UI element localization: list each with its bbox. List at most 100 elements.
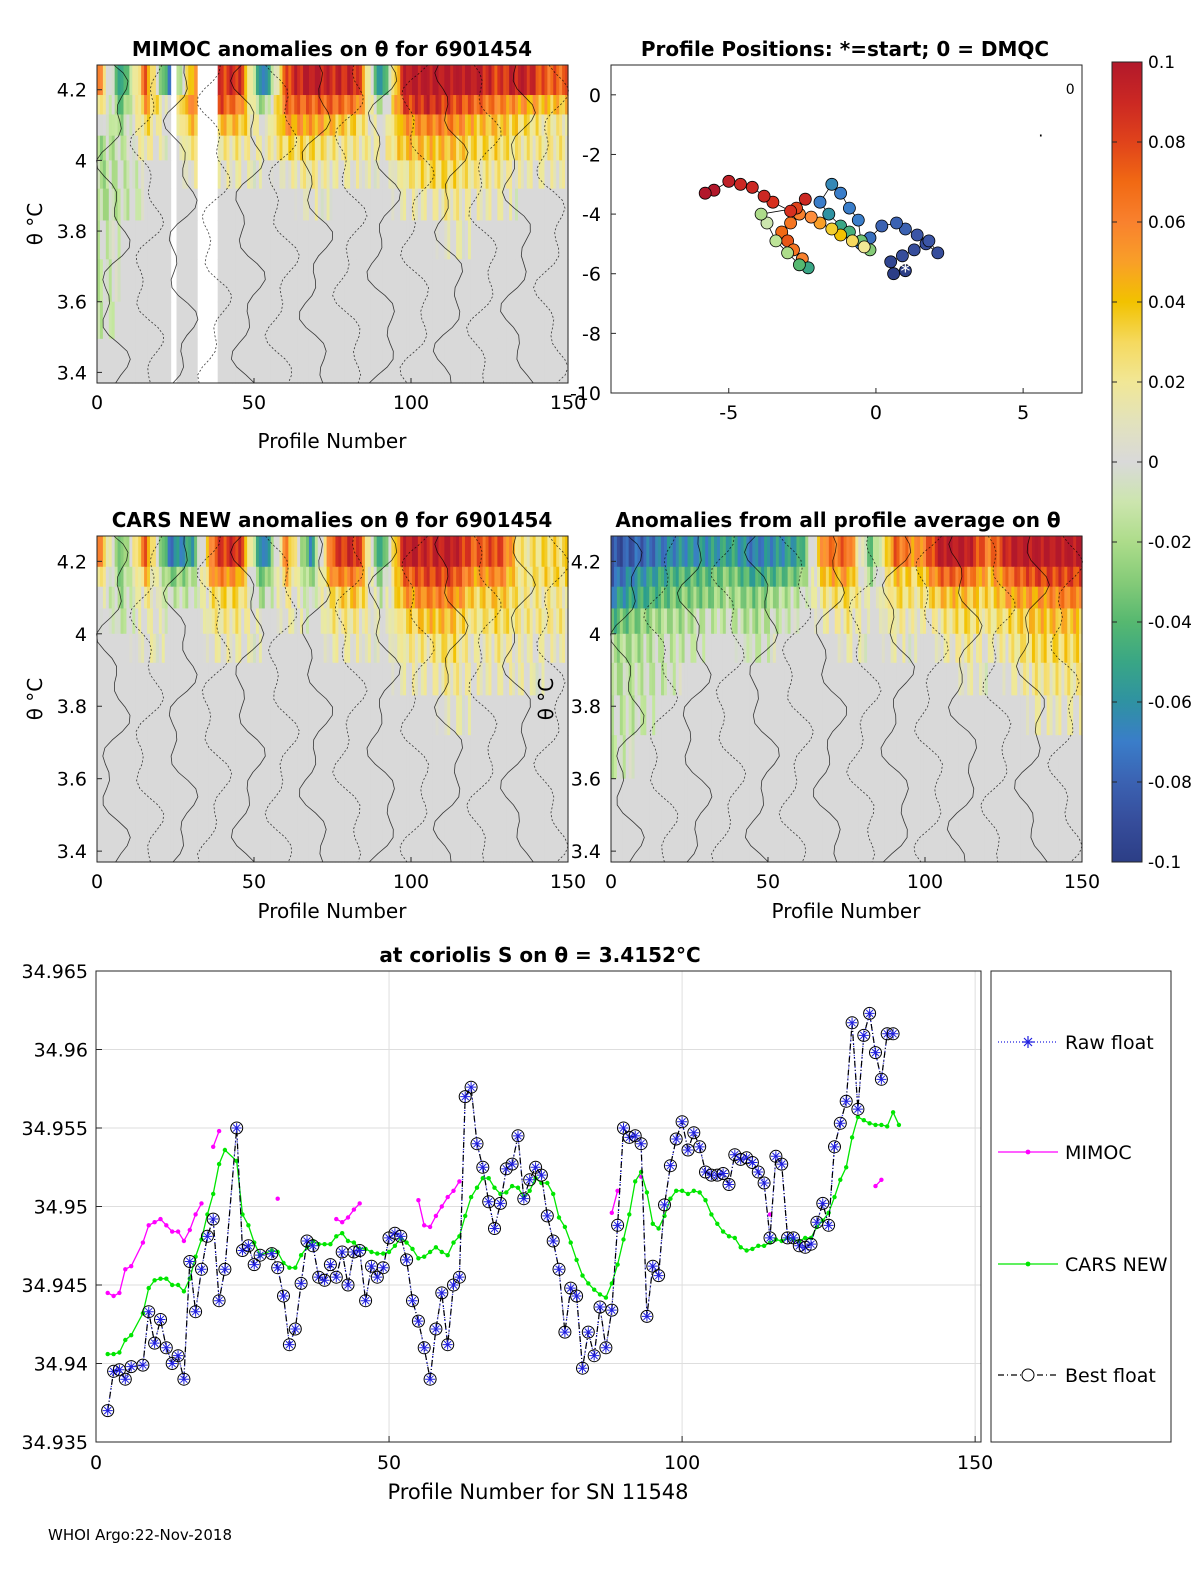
mimoc-cell (132, 338, 136, 384)
allavg-cell (952, 695, 957, 736)
allavg-cell (658, 536, 662, 568)
cars-cell (350, 608, 354, 635)
mimoc-cell (388, 188, 392, 222)
allavg-cell (722, 608, 727, 635)
cars-cell (506, 566, 510, 588)
cars-cell (97, 695, 101, 736)
mimoc-cell (306, 114, 310, 137)
cars-cell (506, 633, 510, 664)
mimoc-cell (279, 301, 284, 340)
allavg-cell (931, 633, 936, 664)
cars-cell (297, 536, 301, 568)
allavg-cell (1008, 816, 1012, 863)
mimoc-cell (509, 160, 513, 190)
mimoc-cell (529, 114, 534, 137)
cars-cell (306, 778, 310, 818)
mimoc-cell (441, 220, 445, 260)
mimoc-cell (414, 301, 419, 340)
cars-cell (462, 778, 466, 818)
cars-cell (394, 662, 398, 696)
mimoc-cell (453, 65, 457, 96)
mimoc-cell (456, 65, 460, 96)
cars-cell (149, 566, 154, 588)
mimoc-cell (238, 220, 242, 260)
allavg-cell (714, 536, 718, 568)
allavg-cell (855, 586, 859, 610)
mimoc-cell (217, 301, 222, 340)
allavg-cell (896, 633, 901, 664)
mimoc-cell (114, 338, 119, 384)
allavg-cell (920, 778, 924, 818)
mimoc-cell (105, 220, 110, 260)
mimoc-cell (250, 65, 254, 96)
allavg-cell (669, 735, 674, 780)
allavg-cell (1076, 608, 1080, 635)
allavg-cell (952, 816, 957, 863)
cars-cell (411, 816, 416, 863)
allavg-cell (925, 816, 930, 863)
cars-cell (338, 633, 342, 664)
allavg-cell (893, 662, 898, 696)
cars-cell (559, 633, 563, 664)
cars-cell (476, 536, 481, 568)
allavg-cell (616, 566, 621, 588)
allavg-cell (678, 566, 683, 588)
allavg-cell (1070, 735, 1074, 780)
mimoc-cell (235, 114, 239, 137)
allavg-cell (843, 778, 848, 818)
allavg-cell (778, 735, 783, 780)
cars-cell (494, 536, 498, 568)
mimoc-cell (353, 160, 357, 190)
allavg-cell (961, 536, 965, 568)
mimoc-cell (529, 338, 534, 384)
cars-cell (167, 566, 172, 588)
mimoc-cell (258, 259, 263, 303)
allavg-cell (846, 662, 851, 696)
mimoc-cell (238, 114, 242, 137)
cars-cell (232, 816, 236, 863)
cars-cell (423, 586, 428, 610)
mimoc-cell (326, 259, 331, 303)
allavg-cell (923, 566, 927, 588)
allavg-cell (746, 816, 750, 863)
mimoc-cell (132, 188, 136, 222)
allavg-cell (684, 816, 689, 863)
allavg-contour-line (711, 535, 747, 863)
allavg-cell (719, 816, 724, 863)
mimoc-cell (264, 220, 269, 260)
mimoc-cell (226, 220, 231, 260)
allavg-cell (864, 566, 868, 588)
allavg-cell (911, 778, 915, 818)
mimoc-cell (250, 160, 254, 190)
cars-cell (152, 816, 157, 863)
cars-cell (403, 633, 407, 664)
cars-cell (444, 735, 448, 780)
mimoc-cell (406, 338, 410, 384)
mimoc-cell (517, 259, 522, 303)
cars-cell (200, 735, 204, 780)
mimoc-cell (341, 220, 345, 260)
mimoc-cell (270, 65, 275, 96)
allavg-cell (652, 695, 656, 736)
allavg-cell (934, 816, 939, 863)
allavg-cell (1046, 586, 1051, 610)
mimoc-cell (297, 338, 301, 384)
mimoc-cell (509, 135, 513, 161)
mimoc-cell (485, 135, 490, 161)
allavg-cell (769, 695, 774, 736)
allavg-cell (978, 735, 983, 780)
mimoc-cell (544, 114, 548, 137)
cars-cell (282, 586, 286, 610)
allavg-cell (902, 633, 906, 664)
mimoc-cell (294, 95, 298, 116)
allavg-cell (831, 566, 836, 588)
cars-cell (97, 566, 101, 588)
allavg-cell (1031, 695, 1036, 736)
allavg-title: Anomalies from all profile average on θ (615, 508, 1060, 532)
allavg-cell (637, 586, 642, 610)
allavg-cell (669, 536, 674, 568)
allavg-cell (790, 633, 795, 664)
mimoc-cell (509, 65, 513, 96)
cars-cell (353, 536, 357, 568)
cars-cell (364, 608, 369, 635)
